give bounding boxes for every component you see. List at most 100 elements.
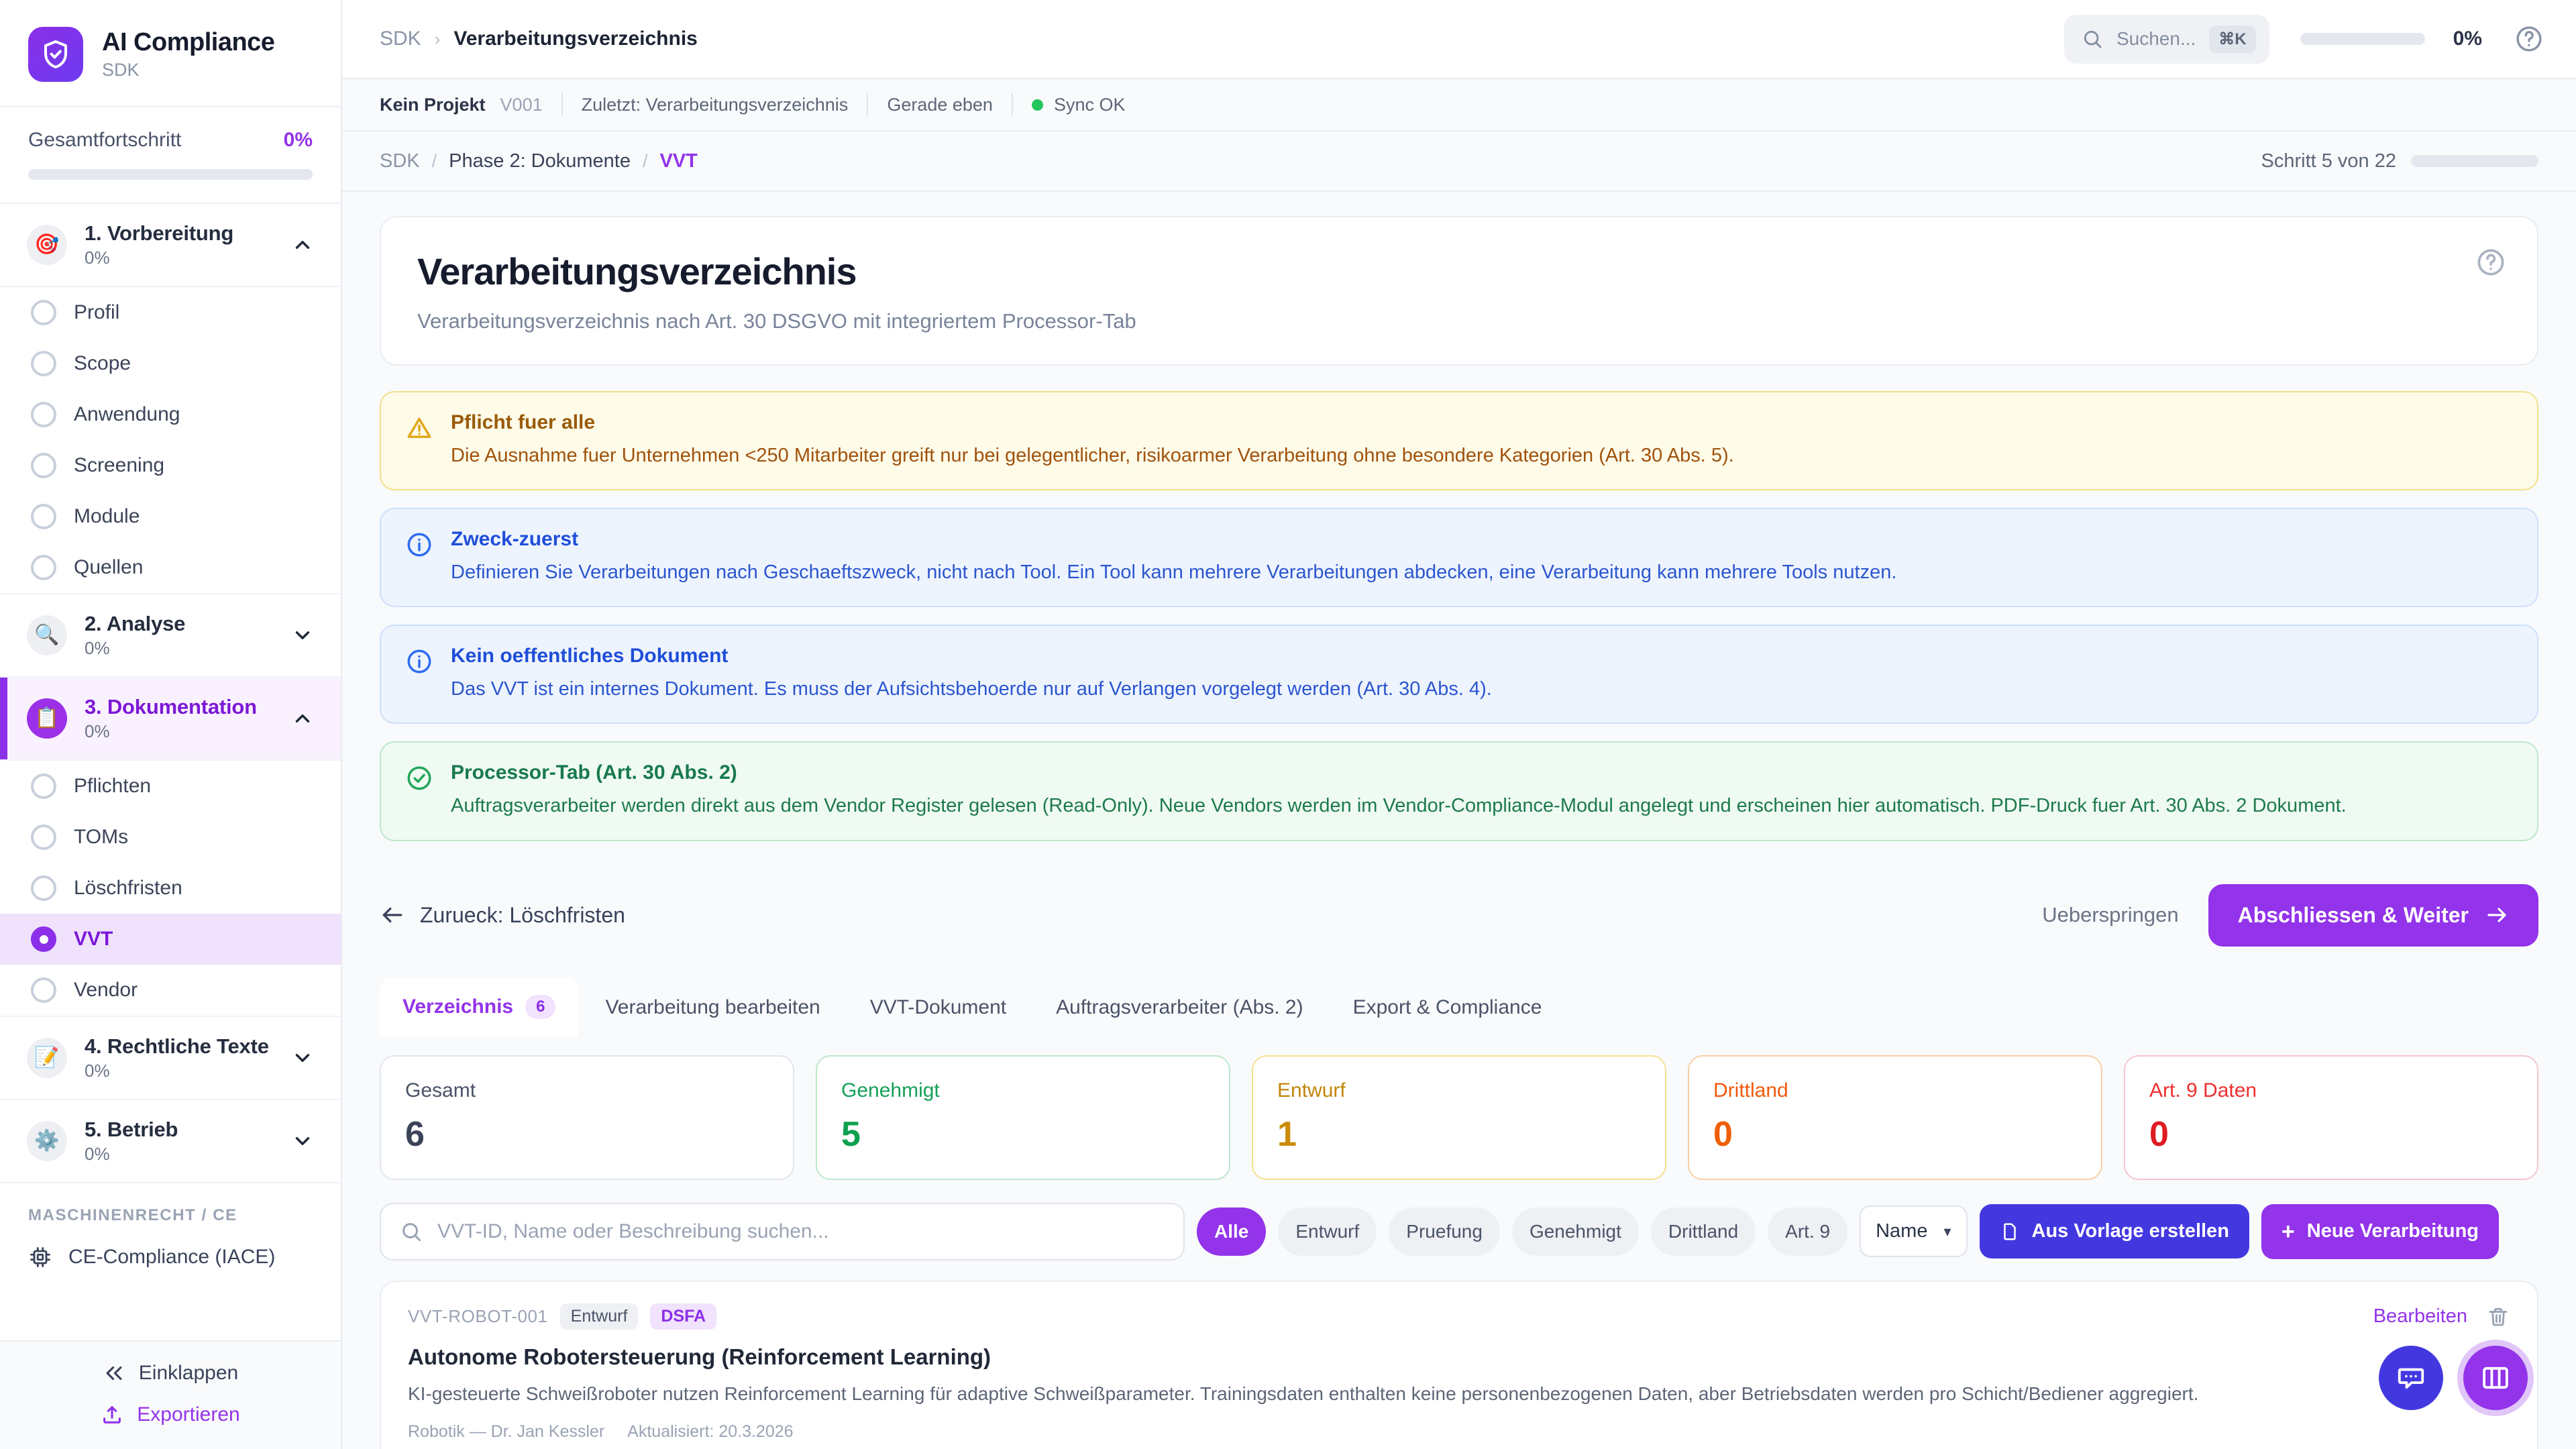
filter-chip-drittland[interactable]: Drittland bbox=[1650, 1207, 1756, 1256]
document-icon bbox=[2003, 1223, 2016, 1240]
sidebar-item-vvt[interactable]: VVT bbox=[0, 914, 341, 965]
tab-vvt-dokument[interactable]: VVT-Dokument bbox=[847, 979, 1029, 1036]
sidebar-item-ce-compliance[interactable]: CE-Compliance (IACE) bbox=[0, 1236, 341, 1289]
panel-layout-fab-button[interactable] bbox=[2463, 1346, 2528, 1410]
project-version: V001 bbox=[500, 94, 543, 115]
overall-progress-bar bbox=[28, 169, 313, 180]
sidebar-item-quellen[interactable]: Quellen bbox=[0, 542, 341, 593]
sidebar-item-toms[interactable]: TOMs bbox=[0, 812, 341, 863]
topbar-crumb-current: Verarbeitungsverzeichnis bbox=[453, 28, 698, 50]
sidebar-phase-dokumentation[interactable]: 📋 3. Dokumentation 0% bbox=[0, 678, 341, 761]
tab-verarbeitung-bearbeiten[interactable]: Verarbeitung bearbeiten bbox=[582, 979, 843, 1036]
breadcrumb-current: VVT bbox=[659, 150, 698, 172]
page-title: Verarbeitungsverzeichnis bbox=[417, 250, 857, 292]
breadcrumb-root[interactable]: SDK bbox=[380, 150, 420, 172]
sidebar-item-module[interactable]: Module bbox=[0, 491, 341, 542]
tab-label: Export & Compliance bbox=[1352, 996, 1542, 1018]
edit-button[interactable]: Bearbeiten bbox=[2373, 1305, 2467, 1328]
phase-percent: 0% bbox=[85, 721, 110, 741]
sort-select[interactable]: Name ▾ bbox=[1860, 1205, 1968, 1258]
sidebar-item-vendor[interactable]: Vendor bbox=[0, 965, 341, 1016]
sidebar-item-label: Pflichten bbox=[74, 775, 152, 797]
phase-percent: 0% bbox=[85, 248, 110, 268]
sidebar-item-label: Scope bbox=[74, 352, 131, 374]
sidebar-item-label: Profil bbox=[74, 301, 120, 323]
tab-label: Auftragsverarbeiter (Abs. 2) bbox=[1056, 996, 1303, 1018]
sidebar-phase-vorbereitung[interactable]: 🎯 1. Vorbereitung 0% bbox=[0, 204, 341, 287]
search-shortcut-badge: ⌘K bbox=[2209, 25, 2256, 53]
stat-label: Drittland bbox=[1713, 1079, 1788, 1102]
sidebar-item-scope[interactable]: Scope bbox=[0, 338, 341, 389]
stat-card-art9-daten: Art. 9 Daten 0 bbox=[2124, 1055, 2538, 1180]
tab-export-compliance[interactable]: Export & Compliance bbox=[1330, 979, 1565, 1036]
sidebar-item-label: Module bbox=[74, 505, 140, 527]
sidebar-item-anwendung[interactable]: Anwendung bbox=[0, 389, 341, 440]
main-area: SDK › Verarbeitungsverzeichnis Suchen...… bbox=[342, 0, 2576, 1449]
content-scroll[interactable]: Verarbeitungsverzeichnis Verarbeitungsve… bbox=[342, 192, 2576, 1449]
sort-select-value: Name bbox=[1876, 1220, 1928, 1242]
slash-separator: / bbox=[642, 150, 648, 171]
record-updated: Aktualisiert: 20.3.2026 bbox=[627, 1421, 794, 1441]
breadcrumb-phase[interactable]: Phase 2: Dokumente bbox=[449, 150, 631, 172]
export-button[interactable]: Exportieren bbox=[28, 1403, 313, 1426]
meta-bar: Kein Projekt V001 Zuletzt: Verarbeitungs… bbox=[342, 79, 2576, 131]
phase-label: 2. Analyse bbox=[85, 612, 186, 635]
global-search-input[interactable]: Suchen... ⌘K bbox=[2063, 14, 2269, 64]
back-button[interactable]: Zurueck: Löschfristen bbox=[380, 902, 625, 928]
sidebar-item-screening[interactable]: Screening bbox=[0, 440, 341, 491]
stat-card-genehmigt: Genehmigt 5 bbox=[816, 1055, 1230, 1180]
divider bbox=[1011, 93, 1013, 116]
question-circle-icon[interactable] bbox=[2514, 24, 2544, 54]
sidebar-item-profil[interactable]: Profil bbox=[0, 287, 341, 338]
table-row[interactable]: VVT-ROBOT-001 Entwurf DSFA Autonome Robo… bbox=[380, 1280, 2538, 1449]
sidebar-footer: Einklappen Exportieren bbox=[0, 1340, 341, 1449]
stat-value: 0 bbox=[2149, 1114, 2169, 1154]
chat-fab-button[interactable] bbox=[2379, 1346, 2443, 1410]
sidebar-phase-rechtliche-texte[interactable]: 📝 4. Rechtliche Texte 0% bbox=[0, 1017, 341, 1100]
create-from-template-button[interactable]: Aus Vorlage erstellen bbox=[1979, 1204, 2249, 1259]
sidebar-phase-betrieb[interactable]: ⚙️ 5. Betrieb 0% bbox=[0, 1100, 341, 1183]
create-from-template-label: Aus Vorlage erstellen bbox=[2031, 1220, 2229, 1242]
dsfa-badge: DSFA bbox=[650, 1303, 717, 1330]
last-activity-time: Gerade eben bbox=[887, 94, 993, 115]
export-label: Exportieren bbox=[137, 1403, 240, 1426]
question-circle-icon[interactable] bbox=[2475, 247, 2506, 278]
phase-percent: 0% bbox=[85, 1061, 110, 1081]
tab-auftragsverarbeiter[interactable]: Auftragsverarbeiter (Abs. 2) bbox=[1033, 979, 1326, 1036]
plus-icon: + bbox=[2281, 1218, 2295, 1244]
topbar-crumb-root[interactable]: SDK bbox=[380, 28, 421, 50]
sidebar-phase-analyse[interactable]: 🔍 2. Analyse 0% bbox=[0, 594, 341, 678]
brand-header: AI Compliance SDK bbox=[0, 0, 341, 107]
chat-bubble-icon bbox=[2398, 1368, 2424, 1389]
sync-status-label: Sync OK bbox=[1053, 94, 1126, 115]
collapse-sidebar-button[interactable]: Einklappen bbox=[28, 1362, 313, 1385]
shield-check-icon bbox=[28, 27, 83, 82]
filter-chip-art9[interactable]: Art. 9 bbox=[1768, 1207, 1848, 1256]
divider bbox=[867, 93, 869, 116]
step-label: Schritt 5 von 22 bbox=[2261, 150, 2397, 172]
upload-icon bbox=[103, 1406, 121, 1424]
step-navigation: Zurueck: Löschfristen Ueberspringen Absc… bbox=[380, 877, 2538, 959]
sidebar-item-loeschfristen[interactable]: Löschfristen bbox=[0, 863, 341, 914]
record-search-input[interactable]: VVT-ID, Name oder Beschreibung suchen... bbox=[380, 1202, 1185, 1260]
filter-chip-genehmigt[interactable]: Genehmigt bbox=[1511, 1207, 1639, 1256]
tab-verzeichnis[interactable]: Verzeichnis 6 bbox=[380, 977, 579, 1036]
complete-and-next-button[interactable]: Abschliessen & Weiter bbox=[2208, 883, 2538, 947]
stat-value: 1 bbox=[1277, 1114, 1297, 1154]
alert-title: Pflicht fuer alle bbox=[451, 411, 596, 433]
arrow-right-icon bbox=[2487, 908, 2506, 922]
chevrons-left-icon bbox=[106, 1366, 122, 1381]
status-dot-icon bbox=[31, 926, 56, 952]
filter-chip-alle[interactable]: Alle bbox=[1197, 1207, 1267, 1256]
new-processing-button[interactable]: + Neue Verarbeitung bbox=[2261, 1203, 2500, 1259]
sidebar-item-pflichten[interactable]: Pflichten bbox=[0, 761, 341, 812]
filter-chip-pruefung[interactable]: Pruefung bbox=[1389, 1207, 1500, 1256]
memo-icon: 📝 bbox=[27, 1038, 67, 1078]
last-activity: Zuletzt: Verarbeitungsverzeichnis bbox=[581, 94, 849, 115]
trash-icon[interactable] bbox=[2486, 1305, 2510, 1329]
alerts-list: Pflicht fuer alle Die Ausnahme fuer Unte… bbox=[380, 391, 2538, 841]
skip-button[interactable]: Ueberspringen bbox=[2042, 903, 2179, 927]
check-circle-icon bbox=[407, 766, 431, 790]
filter-chip-entwurf[interactable]: Entwurf bbox=[1278, 1207, 1377, 1256]
overall-progress: Gesamtfortschritt 0% bbox=[0, 107, 341, 204]
